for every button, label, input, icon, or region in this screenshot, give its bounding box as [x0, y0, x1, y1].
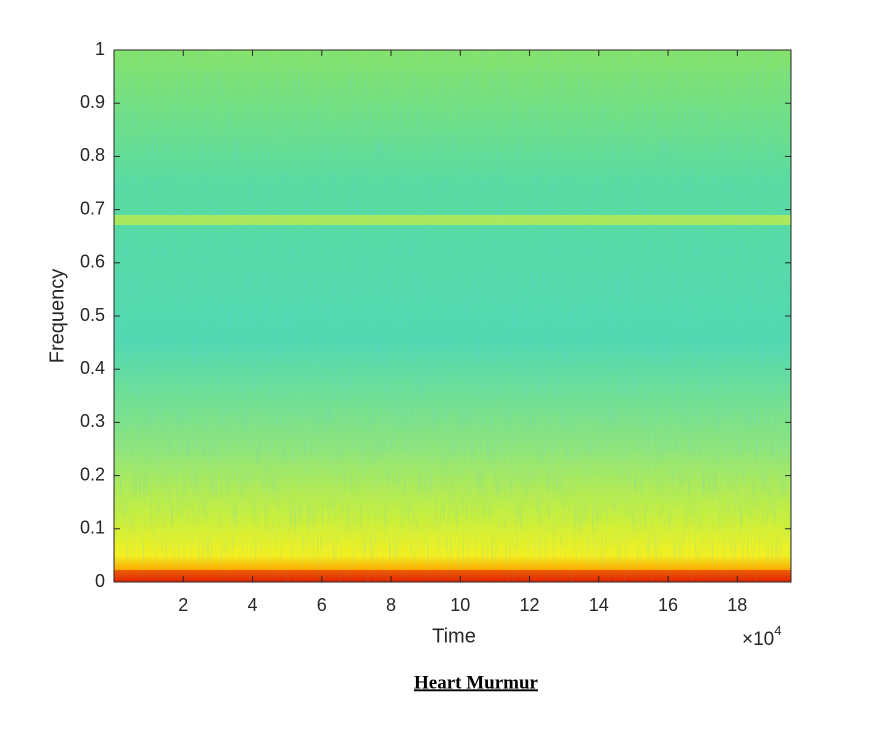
axes: 00.10.20.30.40.50.60.70.80.912 4 6 8 10 12 14 1…: [80, 39, 791, 615]
multiplier-exponent: 4: [774, 623, 781, 638]
x-tick-label: 10: [450, 595, 470, 615]
multiplier-base: ×10: [742, 629, 774, 650]
y-tick-label: 0.4: [80, 358, 105, 378]
caption: Heart Murmur: [414, 672, 539, 693]
x-tick-label: 8: [386, 595, 396, 615]
y-axis-label: Frequency: [46, 269, 68, 364]
x-tick-label: 14: [589, 595, 609, 615]
x-tick-label: 6: [317, 595, 327, 615]
y-tick-label: 0.6: [80, 252, 105, 272]
x-tick-label: 2: [178, 595, 188, 615]
x-tick-label: 18: [727, 595, 747, 615]
y-tick-label: 0.2: [80, 464, 105, 484]
x-tick-label: 12: [520, 595, 540, 615]
x-tick-label: 4: [248, 595, 258, 615]
y-tick-label: 0.7: [80, 198, 105, 218]
spectrogram-image: [114, 50, 791, 582]
y-tick-label: 0.9: [80, 92, 105, 112]
y-tick-label: 0.5: [80, 305, 105, 325]
y-tick-label: 1: [95, 39, 105, 59]
y-tick-label: 0.1: [80, 518, 105, 538]
x-multiplier: ×104: [742, 623, 781, 650]
y-tick-label: 0.3: [80, 411, 105, 431]
y-tick-label: 0.8: [80, 145, 105, 165]
y-tick-label: 0: [95, 571, 105, 591]
x-tick-label: 16: [658, 595, 678, 615]
x-axis-label: Time: [432, 625, 476, 647]
